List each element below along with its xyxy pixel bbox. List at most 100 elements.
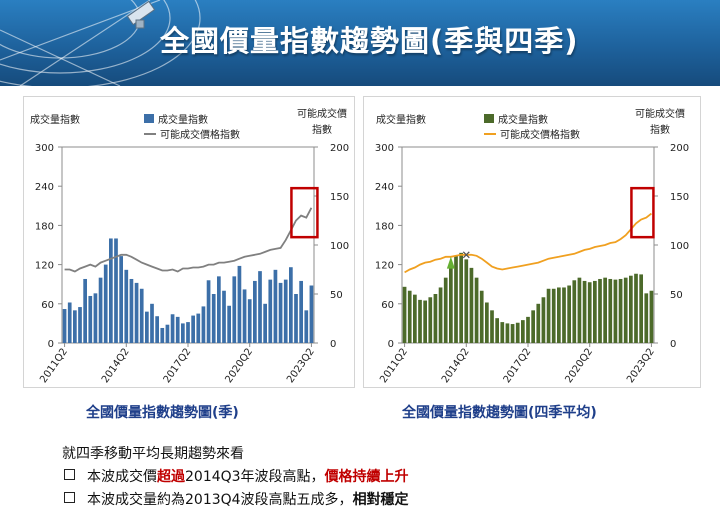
x-tick-label: 2011Q2 xyxy=(378,346,410,385)
volume-bar xyxy=(273,269,278,343)
y-tick-label-left: 60 xyxy=(381,300,394,311)
volume-bar xyxy=(464,259,469,343)
volume-bar xyxy=(88,295,93,343)
chart-panel-four-quarter-average: 成交量指數 可能成交價指數 成交量指數可能成交價格指數 0 60 120 180 240 300… xyxy=(363,96,701,388)
volume-bar xyxy=(124,269,129,343)
volume-bar xyxy=(572,280,577,343)
volume-bar xyxy=(433,294,438,343)
volume-bar xyxy=(78,307,82,343)
volume-bar xyxy=(119,256,123,343)
volume-bar xyxy=(443,277,448,343)
price-note-rising: 價格持續上升 xyxy=(324,469,409,485)
volume-bar xyxy=(73,310,77,343)
x-tick-label: 2017Q2 xyxy=(502,346,534,385)
volume-bar xyxy=(413,294,417,343)
volume-bar xyxy=(629,275,633,343)
y-axis-title-right-line2: 指數 xyxy=(650,123,670,136)
volume-bar xyxy=(644,293,649,343)
volume-bar xyxy=(469,267,474,343)
volume-bar xyxy=(191,315,195,343)
price-note-text: 本波成交價 xyxy=(87,469,157,485)
y-tick-label-left: 120 xyxy=(375,261,394,272)
y-tick-label-right: 150 xyxy=(670,192,689,203)
volume-bar xyxy=(536,303,541,343)
title-banner: 全國價量指數趨勢圖(季與四季) xyxy=(0,0,720,86)
y-tick-label-right: 0 xyxy=(330,339,336,350)
x-tick-label: 2014Q2 xyxy=(100,346,132,385)
satellite-icon xyxy=(126,0,156,29)
volume-bar xyxy=(639,274,643,343)
volume-bar xyxy=(454,256,458,343)
y-tick-label-left: 240 xyxy=(35,182,54,193)
volume-bar xyxy=(541,297,546,343)
legend-volume-swatch xyxy=(484,114,494,123)
y-tick-label-left: 300 xyxy=(375,143,394,154)
volume-bar xyxy=(304,310,309,343)
volume-bar xyxy=(139,288,144,343)
volume-bar xyxy=(505,323,510,343)
volume-bar xyxy=(428,297,433,343)
x-tick-label: 2011Q2 xyxy=(38,346,70,385)
y-tick-label-right: 200 xyxy=(330,143,349,154)
y-tick-label-right: 100 xyxy=(670,241,689,252)
volume-bar xyxy=(490,310,494,343)
volume-bar xyxy=(258,271,262,343)
volume-bar xyxy=(232,276,237,343)
volume-bar xyxy=(206,280,211,343)
legend-price-label: 可能成交價格指數 xyxy=(500,128,580,141)
volume-bar xyxy=(474,277,479,343)
y-tick-label-left: 0 xyxy=(388,339,394,350)
volume-bar xyxy=(521,320,525,343)
volume-bar xyxy=(109,238,113,343)
volume-bar xyxy=(134,282,139,343)
volume-bar xyxy=(309,285,314,343)
volume-bar xyxy=(485,302,489,343)
volume-peak-marker-icon xyxy=(446,256,455,269)
volume-bar xyxy=(299,280,303,343)
legend-volume-label: 成交量指數 xyxy=(498,113,548,126)
volume-bar xyxy=(623,277,628,343)
volume-bar xyxy=(608,278,613,343)
volume-bar xyxy=(83,278,87,343)
summary-point-price: 本波成交價超過2014Q3年波段高點，價格持續上升 xyxy=(62,466,409,489)
chart-panel-quarterly: 成交量指數 可能成交價 指數 成交量指數 可能成交價格指數 0 60 120 180 240 300… xyxy=(23,96,355,388)
y-tick-label-left: 180 xyxy=(375,221,394,232)
volume-bar xyxy=(526,316,530,343)
volume-bar xyxy=(242,289,247,343)
volume-bar xyxy=(562,287,566,343)
volume-bar xyxy=(418,299,422,343)
y-tick-label-left: 300 xyxy=(35,143,54,154)
volume-bar xyxy=(618,278,623,343)
volume-bar xyxy=(649,290,654,343)
volume-bar xyxy=(613,279,618,343)
volume-bar xyxy=(459,252,463,343)
y-axis-title-left: 成交量指數 xyxy=(376,113,426,126)
highlight-box xyxy=(630,186,655,239)
volume-bar xyxy=(247,299,252,343)
volume-bar xyxy=(283,279,288,343)
chart-caption-four-quarter: 全國價量指數趨勢圖(四季平均) xyxy=(402,405,597,421)
volume-bar xyxy=(289,267,293,343)
volume-bar xyxy=(598,278,602,343)
y-tick-label-left: 240 xyxy=(375,182,394,193)
volume-bar xyxy=(449,264,453,343)
volume-bar xyxy=(93,293,98,343)
x-tick-label: 2017Q2 xyxy=(162,346,194,385)
y-tick-label-right: 0 xyxy=(670,339,676,350)
x-tick-label: 2023Q2 xyxy=(625,346,657,385)
y-axis-title-right-line1: 可能成交價 xyxy=(635,107,685,120)
volume-bar xyxy=(181,323,185,343)
x-tick-label: 2020Q2 xyxy=(223,346,255,385)
y-tick-label-right: 50 xyxy=(670,290,683,301)
summary-intro: 就四季移動平均長期趨勢來看 xyxy=(62,446,244,462)
volume-bar xyxy=(217,276,221,343)
volume-bar xyxy=(551,288,556,343)
square-bullet-icon xyxy=(64,469,75,480)
volume-bar xyxy=(186,322,190,343)
y-tick-label-right: 100 xyxy=(330,241,349,252)
y-tick-label-left: 60 xyxy=(41,300,54,311)
volume-note-text: 本波成交量約為2013Q4波段高點五成多， xyxy=(87,492,353,508)
summary-notes: 就四季移動平均長期趨勢來看 本波成交價超過2014Q3年波段高點，價格持續上升 … xyxy=(62,443,409,512)
